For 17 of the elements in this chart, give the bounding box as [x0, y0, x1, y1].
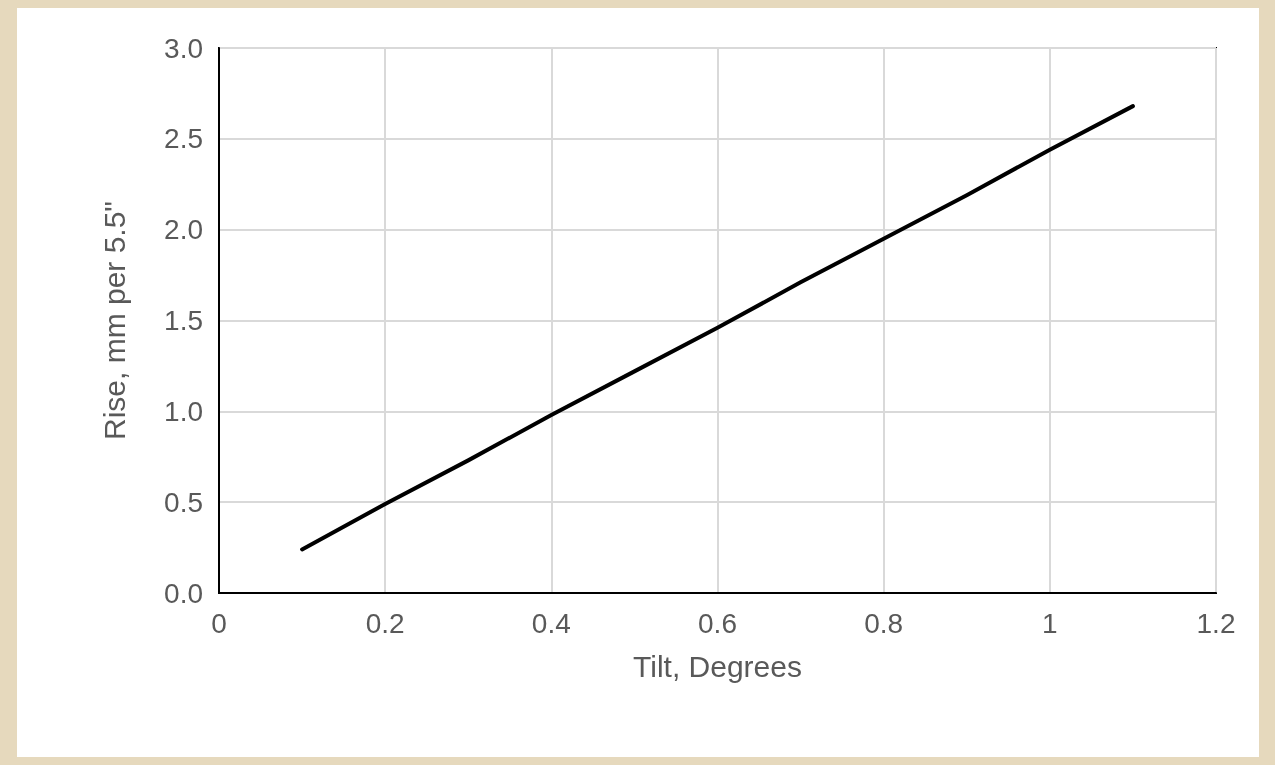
y-axis-title: Rise, mm per 5.5": [97, 200, 130, 441]
y-tick-label: 3.0: [163, 32, 203, 64]
x-axis-title: Tilt, Degrees: [632, 649, 802, 683]
x-tick-label: 0.2: [365, 607, 405, 639]
x-tick-label: 0.6: [697, 607, 737, 639]
x-tick-label: 1.2: [1196, 607, 1235, 639]
y-tick-label: 2.0: [163, 214, 203, 246]
y-tick-label: 2.5: [163, 123, 203, 155]
x-tick-label: 0: [210, 607, 227, 639]
x-tick-label: 0.8: [863, 607, 903, 639]
line-series: [299, 104, 1135, 552]
y-tick-label: 0.5: [163, 486, 203, 518]
y-tick-label: 1.0: [163, 395, 203, 427]
y-tick-label: 1.5: [163, 305, 203, 336]
x-tick-label: 0.4: [531, 607, 571, 639]
x-tick-label: 1: [1041, 607, 1058, 639]
y-tick-label: 0.0: [163, 577, 203, 609]
